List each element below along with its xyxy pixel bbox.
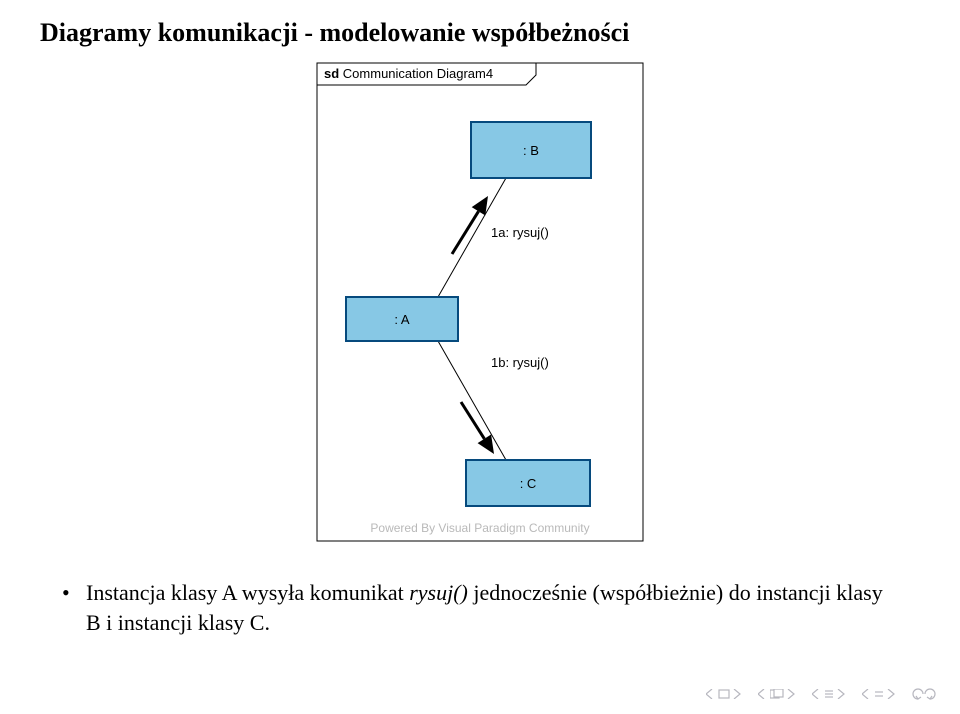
svg-text:1a: rysuj(): 1a: rysuj() — [491, 225, 549, 240]
svg-text:: A: : A — [394, 312, 410, 327]
nav-frame[interactable] — [758, 689, 796, 699]
bullet-text-prefix: Instancja klasy A wysyła komunikat — [86, 580, 409, 605]
svg-text:: C: : C — [520, 476, 537, 491]
svg-text:Powered By Visual Paradigm Com: Powered By Visual Paradigm Community — [370, 521, 589, 535]
nav-subsection[interactable] — [862, 689, 896, 699]
page-title: Diagramy komunikacji - modelowanie współ… — [40, 18, 629, 48]
communication-diagram: sd Communication Diagram4 1a: rysuj() 1b: … — [316, 62, 644, 542]
description-bullet: • Instancja klasy A wysyła komunikat rys… — [86, 578, 886, 637]
bullet-method: rysuj() — [409, 580, 468, 605]
beamer-nav — [706, 688, 936, 700]
bullet-marker: • — [62, 578, 70, 608]
svg-text:: B: : B — [523, 143, 539, 158]
slide: Diagramy komunikacji - modelowanie współ… — [0, 0, 960, 714]
svg-text:sd Communication Diagram4: sd Communication Diagram4 — [324, 66, 493, 81]
nav-slide[interactable] — [706, 689, 742, 699]
diagram-svg: sd Communication Diagram4 1a: rysuj() 1b: … — [316, 62, 644, 542]
nav-section[interactable] — [812, 689, 846, 699]
nav-back-forward[interactable] — [912, 688, 936, 700]
svg-text:1b: rysuj(): 1b: rysuj() — [491, 355, 549, 370]
